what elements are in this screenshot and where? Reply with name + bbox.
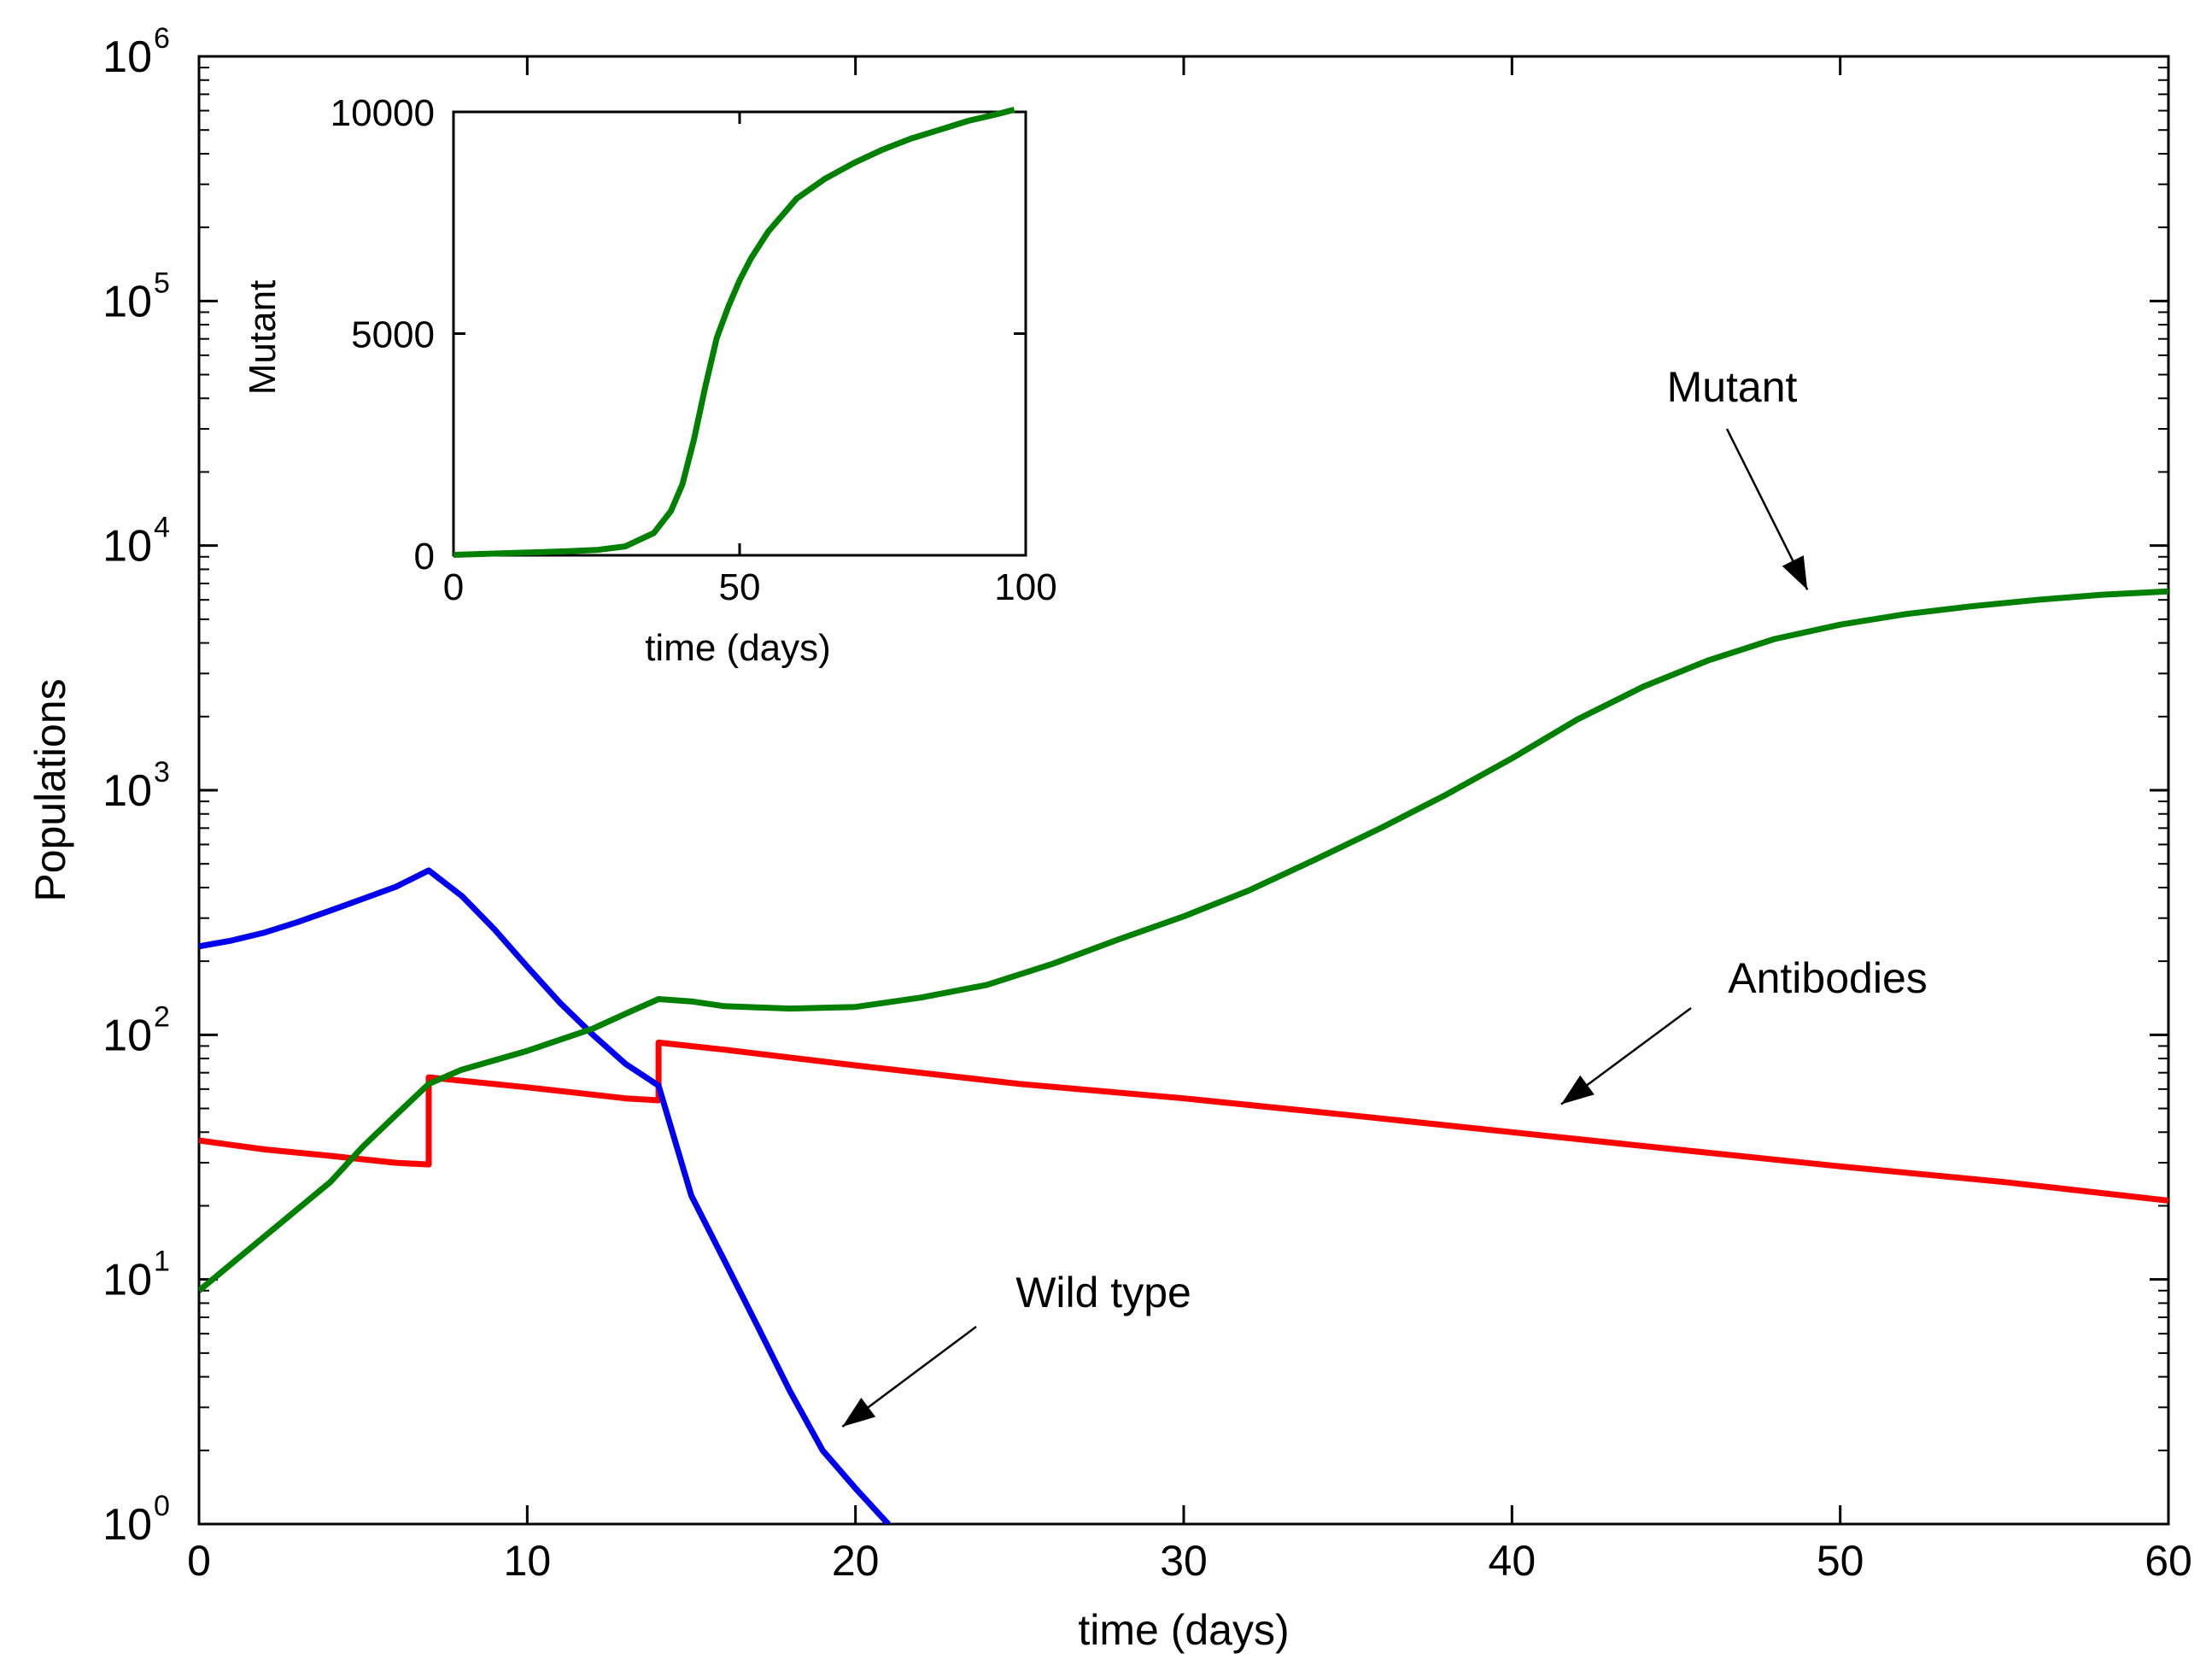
main-y-tick-label: 10: [102, 32, 152, 82]
main-y-tick-exponent: 1: [154, 1246, 170, 1278]
main-x-tick-label: 30: [1160, 1537, 1208, 1585]
main-y-tick-label: 10: [102, 277, 152, 326]
main-x-tick-label: 50: [1817, 1537, 1864, 1585]
inset-ticks: 0 50 100 0 5000 10000: [331, 92, 1057, 608]
main-y-tick-label: 10: [102, 1011, 152, 1060]
inset-mutant-line: [453, 107, 1015, 558]
mutant-annotation-arrowhead: [1782, 555, 1808, 590]
main-y-tick-exponent: 4: [154, 512, 170, 544]
wild-type-annotation: Wild type: [841, 1269, 1191, 1428]
mutant-annotation: Mutant: [1667, 363, 1809, 590]
main-x-tick-label: 20: [832, 1537, 880, 1585]
inset-background: [454, 112, 1026, 555]
inset-y-tick-label: 5000: [351, 314, 435, 356]
main-y-tick-exponent: 0: [154, 1490, 170, 1522]
inset-x-tick-label: 100: [994, 566, 1056, 608]
main-x-tick-label: 10: [504, 1537, 552, 1585]
main-x-tick-label: 60: [2145, 1537, 2192, 1585]
wild-type-annotation-arrowhead: [842, 1398, 876, 1428]
inset-y-axis-label: Mutant: [242, 280, 284, 396]
main-series: [199, 588, 2168, 1524]
main-y-tick-label: 10: [102, 766, 152, 816]
wild-type-line: [199, 867, 891, 1524]
main-y-tick-label: 10: [102, 1256, 152, 1305]
inset-x-tick-label: 0: [443, 566, 464, 608]
main-y-tick-exponent: 2: [154, 1000, 170, 1033]
main-annotations: Mutant Antibodies Wild type: [841, 363, 1928, 1428]
antibodies-annotation: Antibodies: [1560, 954, 1928, 1105]
inset-x-tick-label: 50: [719, 566, 761, 608]
wild-type-annotation-label: Wild type: [1015, 1269, 1191, 1316]
antibodies-annotation-label: Antibodies: [1728, 954, 1928, 1002]
mutant-annotation-label: Mutant: [1667, 363, 1798, 411]
inset-y-tick-label: 0: [414, 536, 435, 577]
antibodies-line: [199, 1039, 2168, 1204]
inset-chart: 0 50 100 0 5000 10000 time (days) Mutant: [242, 92, 1057, 669]
mutant-line: [199, 588, 2168, 1293]
main-x-axis-label: time (days): [1078, 1606, 1289, 1654]
main-y-tick-label: 10: [102, 522, 152, 572]
main-y-axis-label: Populations: [26, 678, 74, 901]
main-y-tick-exponent: 3: [154, 756, 170, 789]
inset-y-tick-label: 10000: [331, 92, 435, 134]
antibodies-annotation-arrowhead: [1560, 1075, 1595, 1105]
main-x-tick-label: 40: [1489, 1537, 1536, 1585]
inset-series: [453, 107, 1015, 558]
main-x-tick-label: 0: [187, 1537, 211, 1585]
main-y-tick-exponent: 5: [154, 267, 170, 299]
main-y-tick-label: 10: [102, 1500, 152, 1550]
main-y-tick-exponent: 6: [154, 22, 170, 55]
inset-x-axis-label: time (days): [645, 627, 831, 669]
